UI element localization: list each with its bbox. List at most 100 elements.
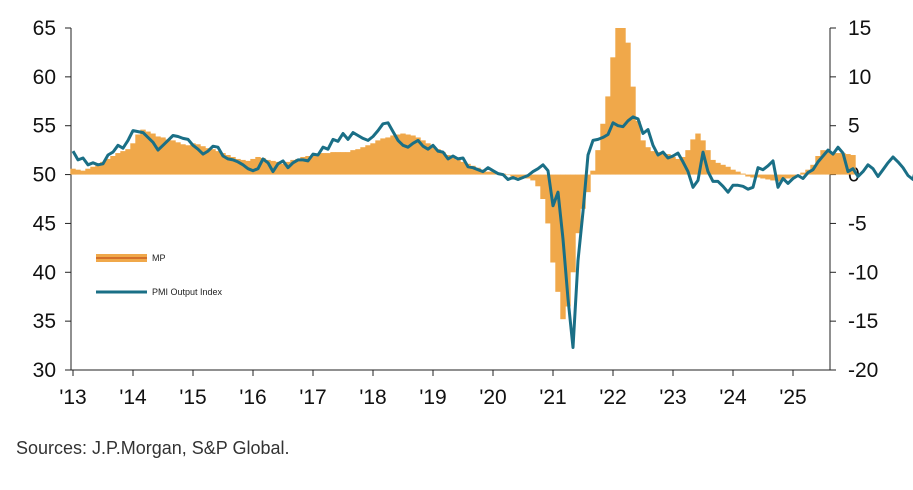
mp-bar — [815, 156, 821, 175]
mp-bar — [410, 135, 416, 175]
mp-bar — [850, 155, 856, 175]
mp-bar — [225, 155, 231, 175]
x-tick-label: '15 — [179, 386, 206, 409]
right-axis-ticks: -20 -15 -10 -5 0 5 10 15 — [830, 17, 878, 382]
x-tick-label: '20 — [479, 386, 506, 409]
mp-bar — [430, 146, 436, 175]
mp-bar — [770, 174, 776, 181]
mp-bar — [75, 169, 81, 175]
mp-bar — [120, 151, 126, 175]
mp-bar — [505, 174, 511, 176]
mp-bar — [155, 136, 161, 175]
mp-bar — [650, 151, 656, 175]
mp-bar — [365, 145, 371, 175]
mp-bar — [265, 159, 271, 175]
mp-bar — [220, 153, 226, 175]
mp-bar — [195, 144, 201, 175]
mp-bar — [580, 174, 586, 209]
mp-bar — [710, 159, 716, 175]
mp-bar — [205, 148, 211, 175]
mp-bar — [380, 138, 386, 175]
mp-bar — [400, 133, 406, 175]
mp-bar — [440, 152, 446, 175]
mp-bar — [535, 174, 541, 187]
mp-bar — [660, 153, 666, 175]
mp-bar — [555, 174, 561, 292]
mp-bar — [590, 170, 596, 175]
mp-bar — [415, 137, 421, 175]
mp-bar — [420, 140, 426, 175]
left-tick-label: 40 — [33, 261, 56, 284]
right-tick-label: 0 — [848, 164, 860, 187]
mp-bar — [125, 149, 131, 175]
mp-bar — [775, 174, 781, 182]
x-tick-label: '13 — [59, 386, 86, 409]
mp-bar — [260, 157, 266, 175]
mp-bar — [395, 134, 401, 175]
left-axis-ticks: 30 35 40 45 50 55 60 65 — [33, 17, 71, 382]
mp-bar — [765, 174, 771, 180]
mp-bar — [355, 149, 361, 175]
left-tick-label: 45 — [33, 212, 56, 235]
left-tick-label: 65 — [33, 17, 56, 40]
mp-bar — [240, 159, 246, 175]
mp-bar — [100, 161, 106, 175]
mp-bars — [70, 28, 856, 320]
left-tick-label: 50 — [33, 164, 56, 187]
mp-bar — [640, 140, 646, 175]
mp-bar — [685, 150, 691, 175]
mp-bar — [460, 161, 466, 175]
mp-bar — [250, 158, 256, 175]
right-tick-label: 15 — [848, 17, 871, 40]
mp-bar — [600, 123, 606, 175]
mp-bar — [215, 151, 221, 175]
mp-bar — [110, 156, 116, 175]
mp-bar — [830, 152, 836, 175]
mp-bar — [725, 166, 731, 175]
mp-bar — [135, 134, 141, 175]
mp-bar — [745, 174, 751, 177]
mp-bar — [565, 174, 571, 307]
mp-bar — [735, 171, 741, 175]
mp-bar — [820, 150, 826, 175]
mp-bar — [165, 139, 171, 175]
mp-bar — [375, 140, 381, 175]
x-tick-label: '17 — [299, 386, 326, 409]
x-tick-label: '14 — [119, 386, 147, 409]
mp-bar — [675, 158, 681, 175]
mp-bar — [210, 149, 216, 175]
mp-bar — [325, 153, 331, 175]
mp-bar — [760, 174, 766, 179]
mp-bar — [385, 137, 391, 175]
mp-bar — [665, 154, 671, 175]
mp-bar — [705, 150, 711, 175]
mp-bar — [515, 174, 521, 178]
mp-bar — [740, 173, 746, 175]
x-axis-ticks: '13 '14 '15 '16 '17 '18 '19 '20 '21 '22 '23 '24 '25 — [59, 370, 807, 409]
x-tick-label: '18 — [359, 386, 386, 409]
mp-bar — [340, 152, 346, 175]
mp-bar — [540, 174, 546, 199]
mp-bar — [295, 158, 301, 175]
mp-bar — [95, 164, 101, 175]
mp-bar — [85, 168, 91, 175]
source-note: Sources: J.P.Morgan, S&P Global. — [16, 438, 290, 458]
mp-bar — [280, 163, 286, 175]
mp-bar — [320, 153, 326, 175]
mp-bar — [510, 174, 516, 177]
mp-bar — [435, 149, 441, 175]
mp-bar — [785, 174, 791, 179]
mp-bar — [570, 174, 576, 273]
mp-bar — [200, 146, 206, 175]
mp-bar — [180, 144, 186, 175]
x-tick-label: '25 — [779, 386, 806, 409]
mp-bar — [170, 140, 176, 175]
mp-bar — [730, 169, 736, 175]
mp-bar — [300, 156, 306, 175]
legend: MP PMI Output Index — [96, 253, 223, 297]
mp-bar — [360, 147, 366, 175]
mp-bar — [465, 163, 471, 175]
mp-bar — [455, 159, 461, 175]
mp-bar — [290, 159, 296, 175]
